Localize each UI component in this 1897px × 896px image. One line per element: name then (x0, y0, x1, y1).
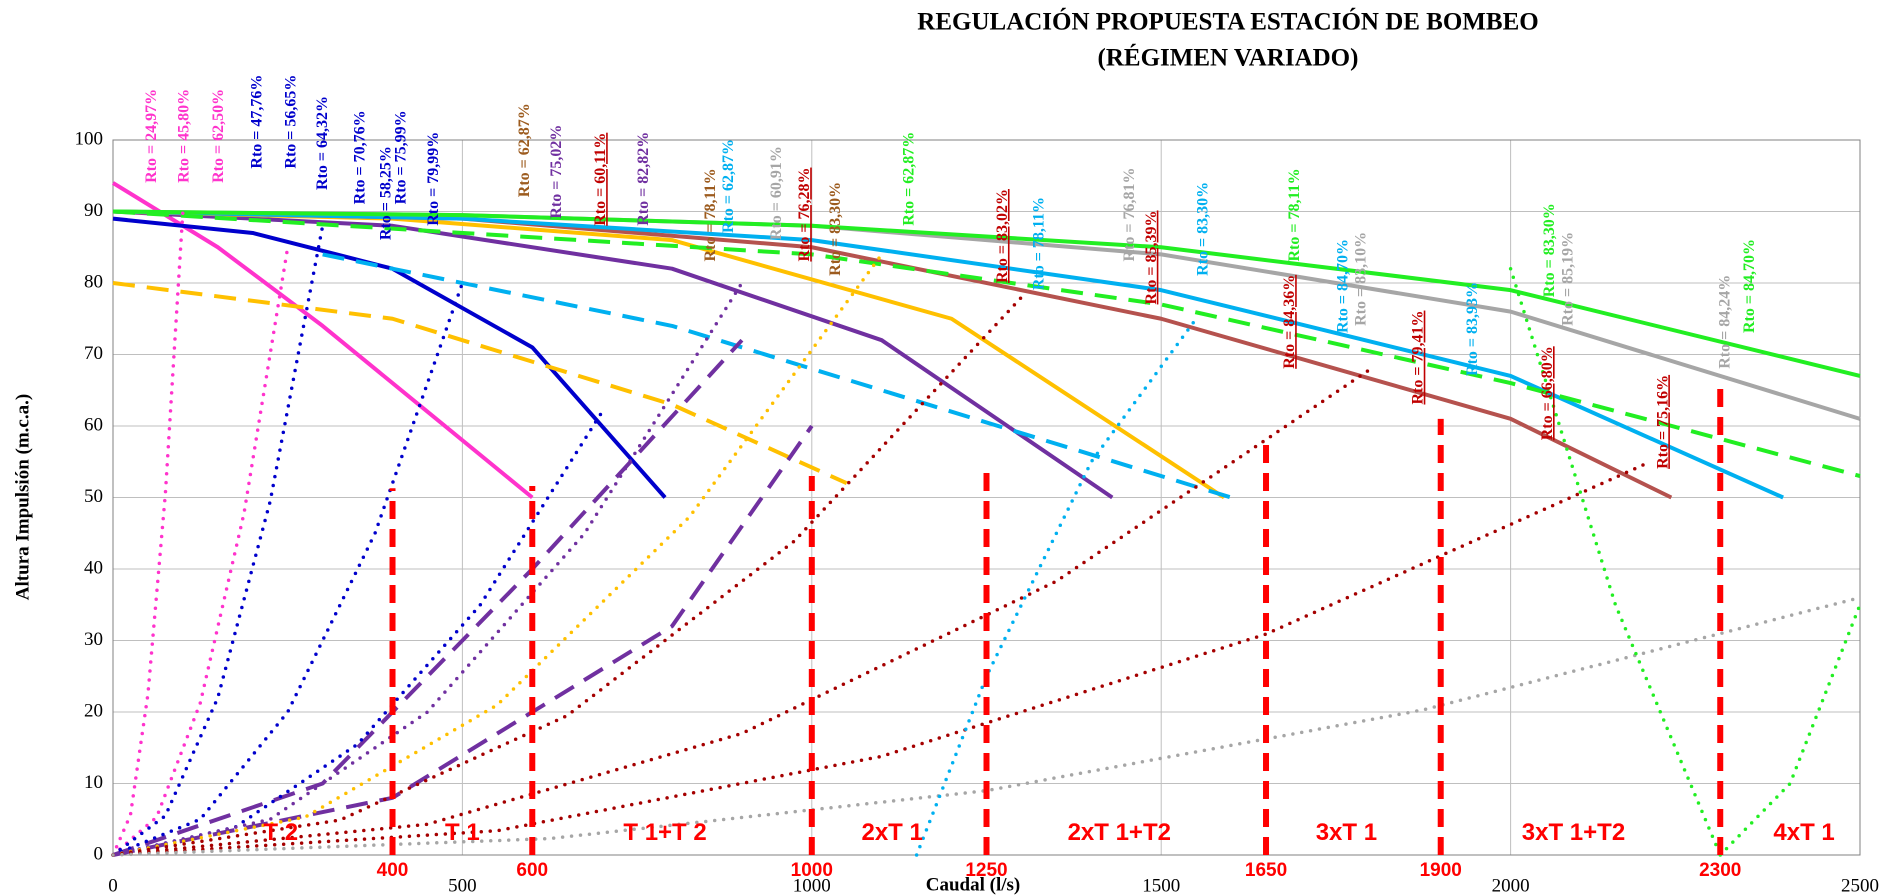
y-axis-title: Altura Impulsión (m.c.a.) (12, 394, 33, 600)
efficiency-label: Rto = 62,87% (720, 139, 737, 233)
chart-subtitle: (RÉGIMEN VARIADO) (1098, 44, 1359, 72)
efficiency-label: Rto = 83,02% (994, 189, 1011, 283)
zone-label: T 1+T 2 (623, 819, 706, 846)
y-tick-label: 30 (84, 629, 103, 650)
efficiency-label: Rto = 58,25% (378, 146, 395, 240)
zone-label: T 2 (263, 819, 298, 846)
efficiency-label: Rto = 83,30% (827, 182, 844, 276)
y-tick-label: 70 (84, 343, 103, 364)
chart-title: REGULACIÓN PROPUESTA ESTACIÓN DE BOMBEO (917, 8, 1538, 36)
curve-dashed (112, 338, 744, 857)
curve-dotted (111, 281, 465, 857)
y-tick-label: 90 (84, 200, 103, 221)
zone-label: 3xT 1 (1316, 819, 1377, 846)
efficiency-label: Rto = 78,11% (1286, 168, 1303, 261)
efficiency-label: Rto = 75,02% (548, 125, 565, 219)
x-tick-label: 2000 (1492, 875, 1530, 896)
efficiency-label: Rto = 60,11% (592, 133, 609, 226)
efficiency-label: Rto = 84,70% (1741, 239, 1758, 333)
y-tick-label: 10 (84, 772, 103, 793)
efficiency-label: Rto = 24,97% (143, 89, 160, 183)
switch-label: 1650 (1245, 860, 1287, 881)
efficiency-label: Rto = 83,30% (1541, 203, 1558, 297)
efficiency-label: Rto = 84,24% (1717, 275, 1734, 369)
x-tick-label: 2500 (1841, 875, 1879, 896)
efficiency-label: Rto = 62,87% (900, 132, 917, 226)
x-tick-label: 1500 (1142, 875, 1180, 896)
switch-label: 1250 (965, 860, 1007, 881)
efficiency-label: Rto = 76,28% (796, 168, 813, 262)
curve-dotted (1718, 603, 1862, 857)
efficiency-label: Rto = 47,76% (248, 75, 265, 169)
switch-label: 1000 (791, 860, 833, 881)
efficiency-label: Rto = 85,19% (1559, 232, 1576, 326)
switch-label: 600 (516, 860, 548, 881)
efficiency-label: Rto = 60,91% (768, 146, 785, 240)
curve-dashed (112, 281, 848, 486)
y-tick-label: 0 (94, 843, 104, 864)
efficiency-label: Rto = 78,11% (1030, 197, 1047, 290)
efficiency-label: Rto = 62,50% (210, 89, 227, 183)
x-tick-label: 500 (448, 875, 477, 896)
curve-dotted (111, 281, 744, 857)
efficiency-label: Rto = 76,81% (1121, 168, 1138, 262)
efficiency-label: Rto = 83,10% (1352, 232, 1369, 326)
efficiency-label: Rto = 83,30% (1194, 182, 1211, 276)
efficiency-label: Rto = 75,16% (1654, 375, 1671, 469)
efficiency-label: Rto = 79,99% (425, 132, 442, 226)
efficiency-label: Rto = 56,65% (283, 75, 300, 169)
efficiency-label: Rto = 79,41% (1410, 311, 1427, 405)
y-tick-label: 50 (84, 486, 103, 507)
x-tick-label: 0 (108, 875, 118, 896)
zone-label: 3xT 1+T2 (1522, 819, 1625, 846)
y-tick-label: 100 (75, 128, 104, 149)
efficiency-label: Rto = 66,80% (1539, 346, 1556, 440)
switch-label: 400 (377, 860, 409, 881)
zone-label: T 1 (445, 819, 480, 846)
y-tick-label: 40 (84, 557, 103, 578)
efficiency-label: Rto = 85,39% (1143, 210, 1160, 304)
zone-label: 2xT 1+T2 (1068, 819, 1171, 846)
y-tick-label: 80 (84, 271, 103, 292)
curve-dotted (111, 224, 325, 857)
switch-label: 2300 (1699, 860, 1741, 881)
efficiency-label: Rto = 84,70% (1334, 239, 1351, 333)
efficiency-label: Rto = 64,32% (314, 96, 331, 190)
efficiency-label: Rto = 82,82% (635, 132, 652, 226)
zone-label: 4xT 1 (1773, 819, 1834, 846)
curve-dashed (322, 252, 1232, 500)
curve-dotted (1508, 266, 1722, 857)
efficiency-label: Rto = 70,76% (352, 110, 369, 204)
curve-solid (112, 209, 1784, 500)
switch-label: 1900 (1420, 860, 1462, 881)
x-axis-title: Caudal (l/s) (926, 874, 1021, 895)
y-tick-label: 20 (84, 700, 103, 721)
y-tick-label: 60 (84, 414, 103, 435)
efficiency-label: Rto = 84,36% (1281, 275, 1298, 369)
efficiency-label: Rto = 83,93% (1464, 282, 1481, 376)
efficiency-label: Rto = 62,87% (516, 103, 533, 197)
zone-label: 2xT 1 (861, 819, 922, 846)
curve-dotted (111, 245, 290, 857)
curve-dashed (112, 209, 1861, 478)
curve-dotted (111, 295, 1024, 857)
efficiency-label: Rto = 75,99% (392, 110, 409, 204)
x-tick-label: 1000 (793, 875, 831, 896)
efficiency-label: Rto = 45,80% (176, 89, 193, 183)
curve-solid (112, 209, 1861, 378)
efficiency-label: Rto = 78,11% (702, 168, 719, 261)
